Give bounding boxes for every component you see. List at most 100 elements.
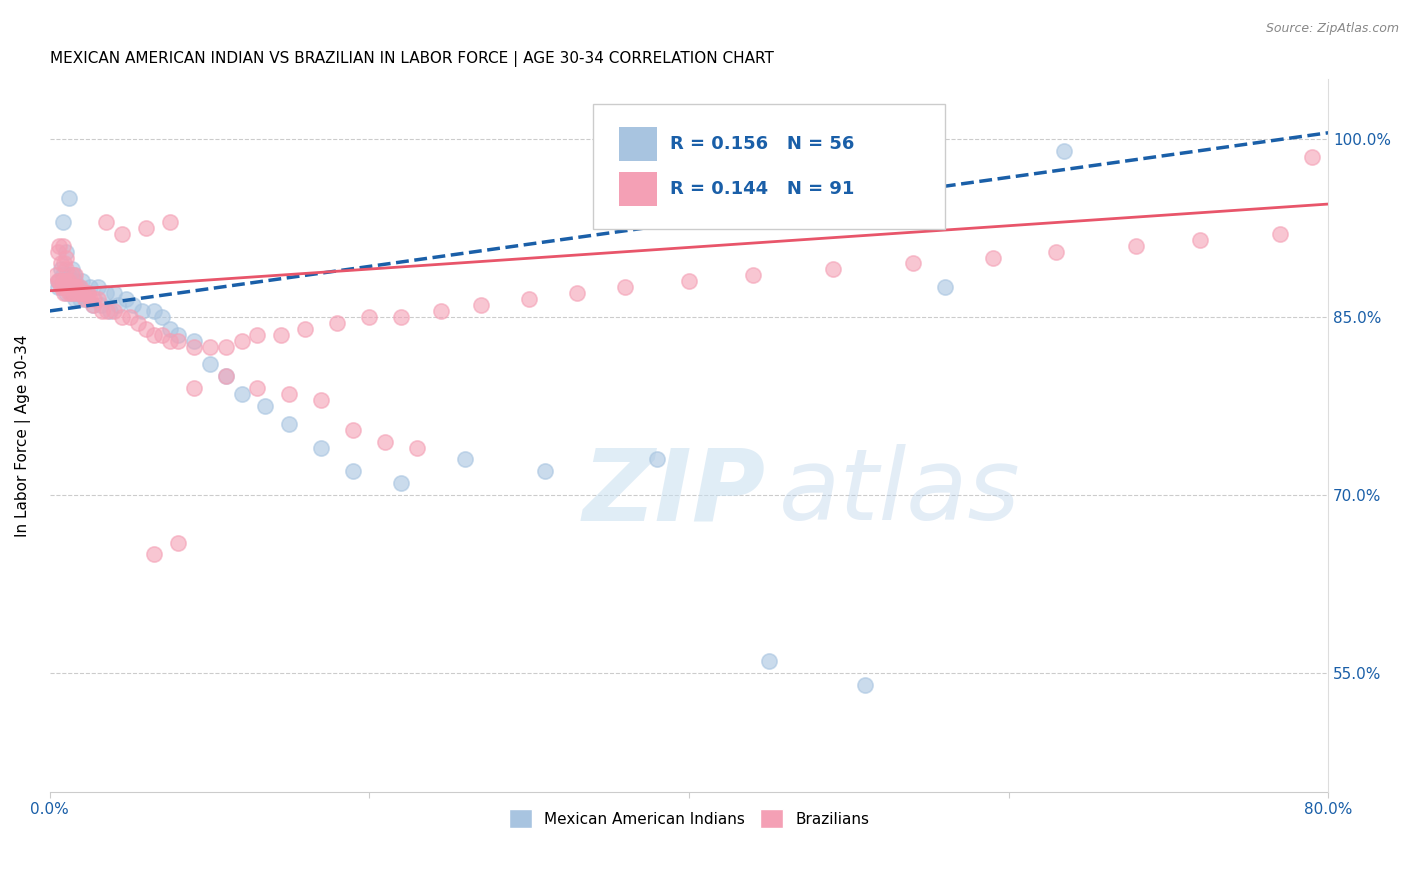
Point [135, 220, 157, 235]
Point [254, 399, 277, 413]
Point [166, 327, 188, 342]
Point [65, 280, 87, 294]
Point [66, 286, 89, 301]
Point [59, 286, 82, 301]
Point [1301, 150, 1323, 164]
Point [517, 292, 540, 306]
Point [159, 215, 181, 229]
Point [166, 334, 188, 348]
FancyBboxPatch shape [619, 127, 657, 161]
Point [55, 251, 77, 265]
Point [183, 340, 205, 354]
Point [86, 280, 108, 294]
Point [614, 280, 637, 294]
Point [58, 191, 80, 205]
Point [48, 238, 70, 252]
Point [821, 262, 844, 277]
Point [231, 334, 253, 348]
Point [91, 304, 114, 318]
Point [51, 215, 73, 229]
Point [62, 286, 84, 301]
Point [79, 292, 101, 306]
Point [65, 268, 87, 283]
Point [59, 274, 82, 288]
Point [150, 310, 173, 324]
Point [118, 310, 141, 324]
Point [294, 322, 316, 336]
Point [115, 292, 138, 306]
Legend: Mexican American Indians, Brazilians: Mexican American Indians, Brazilians [502, 804, 876, 834]
Point [96, 304, 118, 318]
Point [1053, 144, 1076, 158]
Point [51, 274, 73, 288]
Point [853, 678, 876, 692]
Point [66, 280, 89, 294]
Point [82, 298, 104, 312]
Point [359, 310, 381, 324]
Point [49, 256, 72, 270]
FancyBboxPatch shape [593, 104, 945, 229]
Point [62, 280, 84, 294]
Point [48, 274, 70, 288]
Point [73, 292, 96, 306]
Point [127, 316, 149, 330]
Point [70, 274, 93, 288]
Point [678, 274, 700, 288]
Point [55, 286, 77, 301]
Point [72, 286, 94, 301]
Point [90, 298, 112, 312]
Point [103, 286, 125, 301]
Point [183, 334, 205, 348]
Point [59, 280, 82, 294]
Point [53, 274, 76, 288]
Point [150, 327, 173, 342]
Point [62, 286, 84, 301]
Point [107, 298, 129, 312]
Point [645, 452, 668, 467]
Point [389, 310, 412, 324]
FancyBboxPatch shape [619, 172, 657, 206]
Point [311, 441, 333, 455]
Point [59, 286, 82, 301]
Point [65, 274, 87, 288]
Point [246, 381, 269, 395]
Point [94, 215, 117, 229]
Point [159, 322, 181, 336]
Point [342, 423, 364, 437]
Point [1270, 227, 1292, 241]
Point [65, 292, 87, 306]
Point [142, 548, 165, 562]
Point [311, 392, 333, 407]
Point [56, 280, 79, 294]
Point [46, 244, 69, 259]
Point [1125, 238, 1147, 252]
Point [66, 286, 89, 301]
Point [67, 280, 90, 294]
Point [46, 274, 69, 288]
Point [51, 238, 73, 252]
Point [100, 304, 122, 318]
Point [55, 280, 77, 294]
Point [430, 304, 453, 318]
Point [901, 256, 924, 270]
Point [49, 280, 72, 294]
Point [246, 327, 269, 342]
Point [53, 274, 76, 288]
Point [214, 369, 236, 384]
Point [454, 452, 477, 467]
Point [166, 535, 188, 549]
Point [49, 262, 72, 277]
Point [94, 286, 117, 301]
Point [270, 327, 292, 342]
Point [981, 251, 1004, 265]
Point [69, 292, 91, 306]
Point [470, 298, 492, 312]
Point [60, 262, 83, 277]
Point [278, 387, 301, 401]
Y-axis label: In Labor Force | Age 30-34: In Labor Force | Age 30-34 [15, 334, 31, 537]
Point [198, 340, 221, 354]
Point [77, 286, 100, 301]
Point [60, 280, 83, 294]
Point [934, 280, 956, 294]
Point [1189, 233, 1212, 247]
